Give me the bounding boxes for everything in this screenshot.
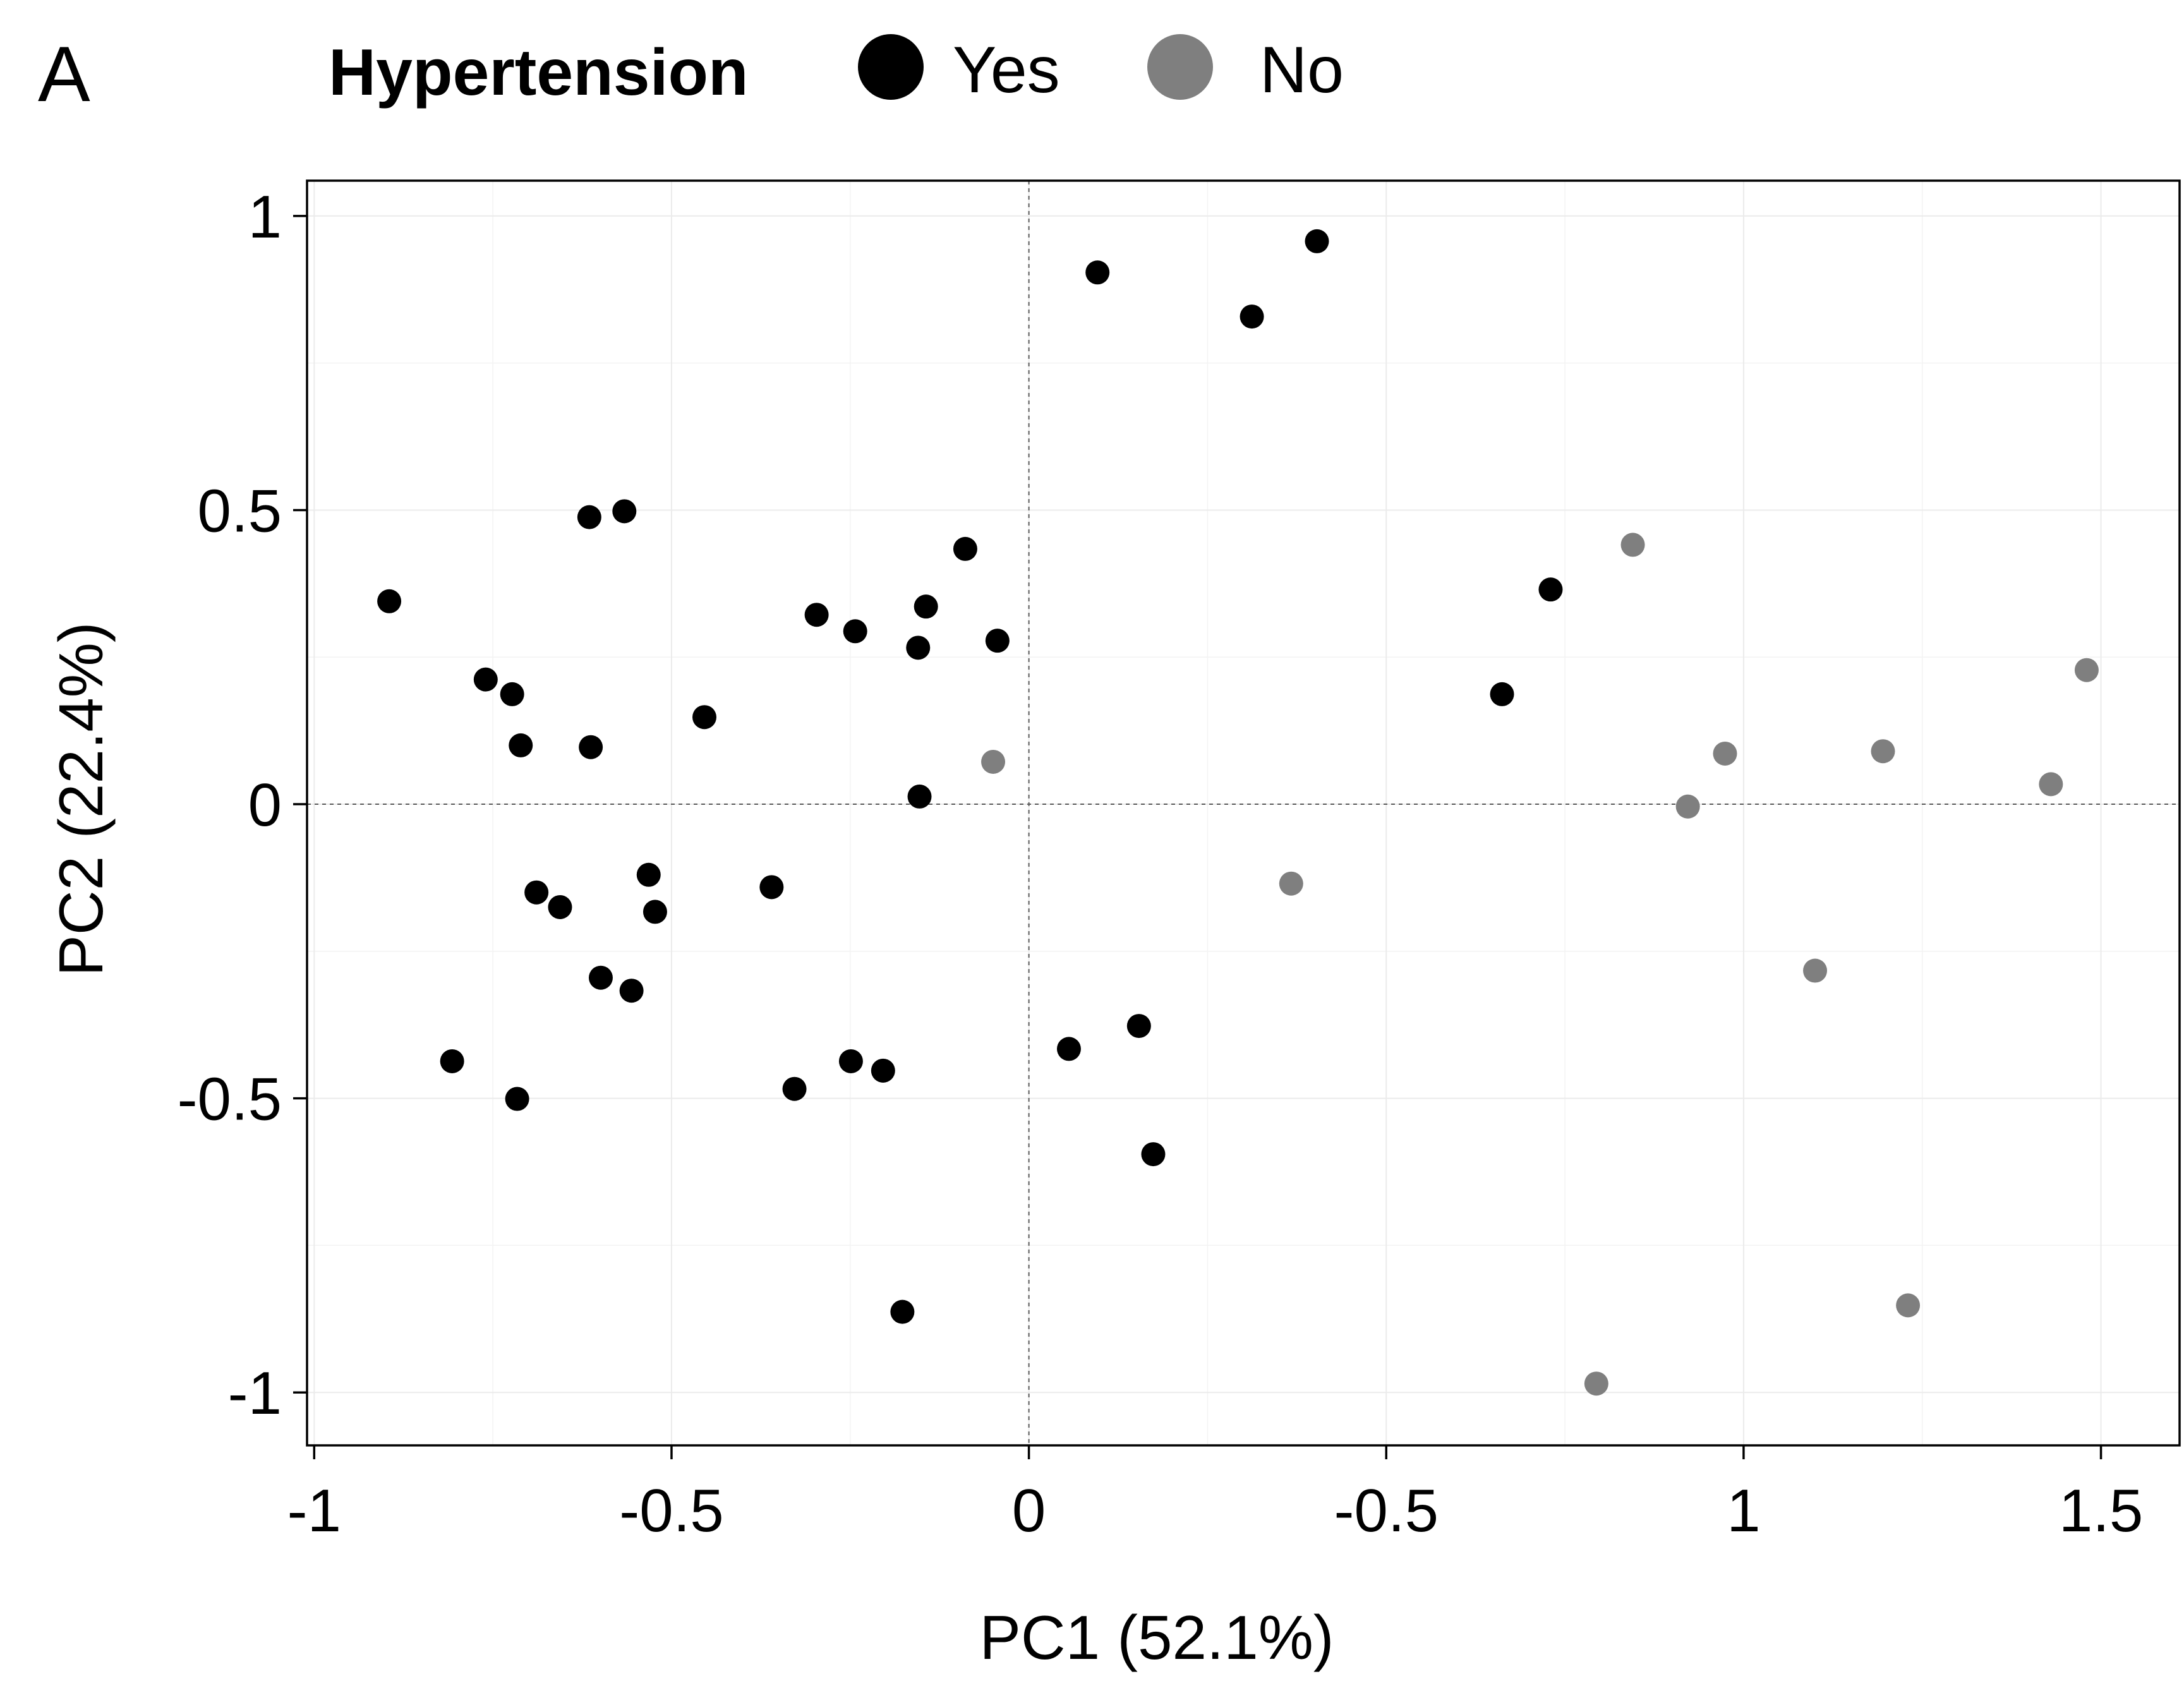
- x-axis: -1 -0.5 0 -0.5 1 1.5: [287, 1445, 2143, 1545]
- data-point: [612, 499, 637, 524]
- y-axis: 1 0.5 0 -0.5 -1: [178, 183, 307, 1427]
- y-tick-label: 0.5: [198, 477, 282, 545]
- data-point: [1896, 1293, 1921, 1318]
- data-point: [643, 900, 667, 924]
- data-point: [804, 603, 829, 627]
- data-point: [843, 619, 867, 644]
- data-point: [1675, 794, 1700, 819]
- y-tick-label: -0.5: [178, 1066, 282, 1133]
- y-tick-label: 0: [248, 771, 282, 839]
- x-tick-label: 1: [1727, 1477, 1760, 1545]
- data-point: [1620, 533, 1645, 557]
- y-axis-label: PC2 (22.4%): [46, 622, 116, 976]
- legend: Hypertension Yes No: [329, 33, 1344, 109]
- legend-label-yes: Yes: [953, 33, 1060, 107]
- reference-lines: [307, 181, 2180, 1445]
- grid: [307, 181, 2180, 1445]
- data-points: [377, 229, 2099, 1396]
- data-point: [1240, 304, 1264, 329]
- data-point: [871, 1058, 895, 1083]
- data-point: [692, 705, 717, 730]
- data-point: [524, 880, 549, 905]
- data-point: [759, 875, 784, 900]
- legend-marker-no: [1147, 34, 1213, 100]
- data-point: [1141, 1142, 1166, 1167]
- data-point: [1871, 739, 1895, 764]
- data-point: [1085, 260, 1110, 285]
- data-point: [985, 629, 1010, 653]
- data-point: [377, 589, 402, 613]
- data-point: [500, 682, 524, 706]
- data-point: [588, 965, 613, 990]
- data-point: [577, 505, 601, 529]
- x-tick-label: 1.5: [2059, 1477, 2143, 1545]
- data-point: [906, 636, 931, 660]
- data-point: [440, 1049, 464, 1073]
- data-point: [619, 979, 644, 1003]
- data-point: [782, 1076, 807, 1101]
- data-point: [1056, 1037, 1081, 1061]
- y-tick-label: -1: [228, 1359, 282, 1427]
- data-point: [548, 895, 572, 919]
- data-point: [509, 733, 533, 757]
- data-point: [1538, 577, 1563, 602]
- data-point: [1490, 682, 1514, 706]
- data-point: [636, 862, 661, 887]
- legend-title: Hypertension: [329, 36, 749, 109]
- x-tick-label: -1: [287, 1477, 341, 1545]
- x-tick-label: -0.5: [1334, 1477, 1439, 1545]
- data-point: [2039, 772, 2063, 797]
- data-point: [1305, 229, 1329, 253]
- series-no: [981, 533, 2099, 1396]
- data-point: [981, 749, 1006, 774]
- data-point: [953, 536, 977, 561]
- data-point: [1713, 741, 1737, 766]
- panel-label: A: [38, 31, 90, 118]
- legend-marker-yes: [858, 34, 924, 100]
- data-point: [1126, 1014, 1151, 1039]
- data-point: [907, 784, 932, 809]
- data-point: [1584, 1371, 1608, 1396]
- x-tick-label: -0.5: [619, 1477, 723, 1545]
- series-yes: [377, 229, 1563, 1324]
- data-point: [1803, 958, 1828, 983]
- legend-label-no: No: [1260, 33, 1344, 107]
- data-point: [914, 594, 938, 619]
- data-point: [505, 1087, 529, 1111]
- data-point: [473, 667, 498, 692]
- data-point: [2074, 658, 2099, 682]
- data-point: [838, 1049, 863, 1073]
- y-tick-label: 1: [248, 183, 282, 251]
- data-point: [579, 735, 603, 759]
- data-point: [1279, 871, 1303, 896]
- x-tick-label: 0: [1012, 1477, 1046, 1545]
- data-point: [890, 1299, 915, 1324]
- x-axis-label: PC1 (52.1%): [979, 1603, 1334, 1672]
- plot-frame: [306, 179, 2181, 1447]
